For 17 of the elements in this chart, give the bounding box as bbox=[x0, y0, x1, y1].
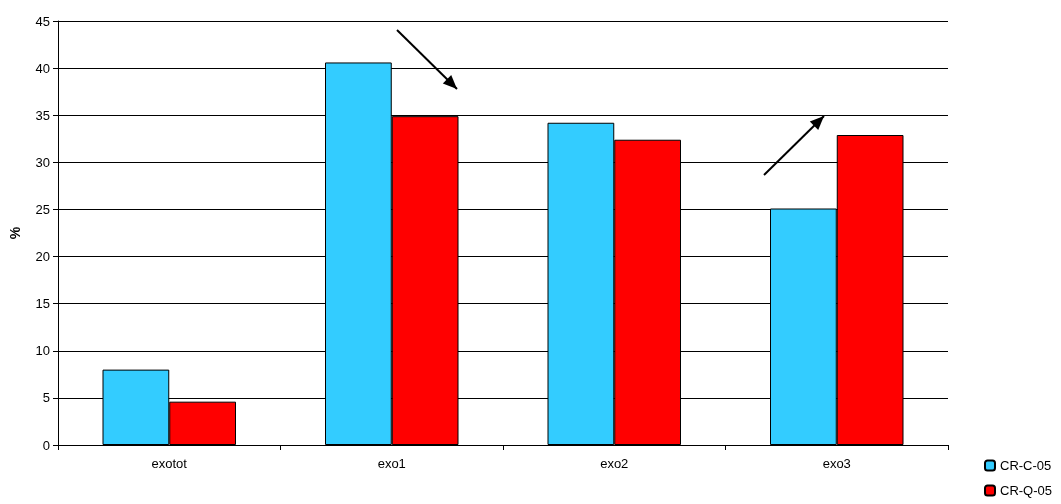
y-tick-label: 25 bbox=[35, 201, 50, 217]
x-tick-label: exo1 bbox=[377, 456, 406, 471]
x-tick-label: exo2 bbox=[600, 456, 629, 471]
y-tick-label: 15 bbox=[35, 296, 50, 312]
x-tick-label: exo3 bbox=[822, 456, 851, 471]
y-tick-label: 40 bbox=[35, 60, 50, 76]
y-tick-label: 10 bbox=[35, 343, 50, 359]
y-axis-title: % bbox=[7, 226, 23, 240]
legend-label: CR-C-05 bbox=[999, 458, 1052, 473]
legend-label: CR-Q-05 bbox=[999, 483, 1053, 498]
y-tick-label: 35 bbox=[35, 107, 50, 123]
y-tick-label: 20 bbox=[35, 249, 50, 265]
x-tick-label: exotot bbox=[151, 456, 188, 471]
y-tick-label: 0 bbox=[42, 437, 50, 453]
y-tick-label: 5 bbox=[42, 390, 50, 406]
y-tick-label: 30 bbox=[35, 154, 50, 170]
y-tick-label: 45 bbox=[35, 13, 50, 29]
